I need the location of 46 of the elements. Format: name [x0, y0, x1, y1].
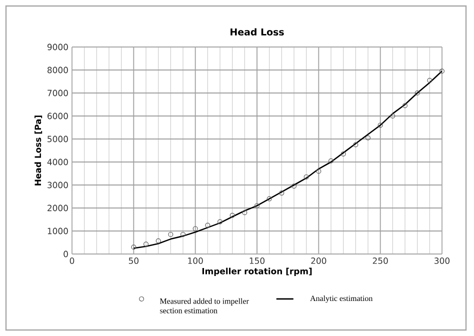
y-axis-title: Head Loss [Pa] — [34, 116, 42, 186]
point — [230, 212, 235, 218]
point — [353, 142, 358, 148]
y-tick-label: 1000 — [48, 228, 68, 234]
x-tick-label: 100 — [188, 258, 203, 264]
x-tick-label: 150 — [250, 258, 265, 264]
point — [292, 184, 296, 189]
x-tick-label: 0 — [70, 258, 74, 264]
y-tick-label: 5000 — [48, 136, 68, 142]
y-tick-label: 9000 — [47, 44, 68, 50]
point — [304, 174, 309, 180]
point — [427, 78, 432, 83]
y-tick-label: 4000 — [47, 158, 68, 166]
point — [390, 114, 396, 119]
point — [254, 203, 260, 208]
x-tick-label: 300 — [434, 258, 450, 264]
point — [242, 210, 248, 216]
point — [218, 219, 222, 224]
point — [144, 242, 148, 247]
y-tick-label: 0 — [64, 250, 68, 258]
y-tick-label: 2000 — [48, 204, 68, 212]
point — [316, 168, 322, 174]
point — [440, 68, 444, 74]
y-tick-label: 3000 — [48, 182, 68, 188]
point — [378, 122, 383, 128]
x-tick-label: 200 — [311, 258, 326, 264]
point — [156, 238, 161, 244]
point — [205, 222, 210, 228]
y-tick-label: 6000 — [48, 112, 68, 120]
x-tick-label: 50 — [128, 258, 138, 264]
x-tick-label: 250 — [372, 258, 388, 264]
point — [366, 135, 370, 140]
point — [180, 232, 186, 237]
x-axis-title: Impeller rotation [rpm] — [202, 268, 312, 276]
y-tick-label: 7000 — [48, 90, 68, 96]
point — [192, 226, 198, 232]
chart-title: Head Loss — [230, 28, 284, 36]
point — [340, 151, 346, 156]
point — [168, 232, 174, 237]
point — [402, 103, 408, 108]
point — [266, 196, 272, 202]
point — [131, 244, 136, 250]
point — [279, 190, 284, 196]
y-tick-label: 8000 — [48, 66, 68, 74]
point — [328, 158, 334, 164]
point — [414, 90, 420, 96]
